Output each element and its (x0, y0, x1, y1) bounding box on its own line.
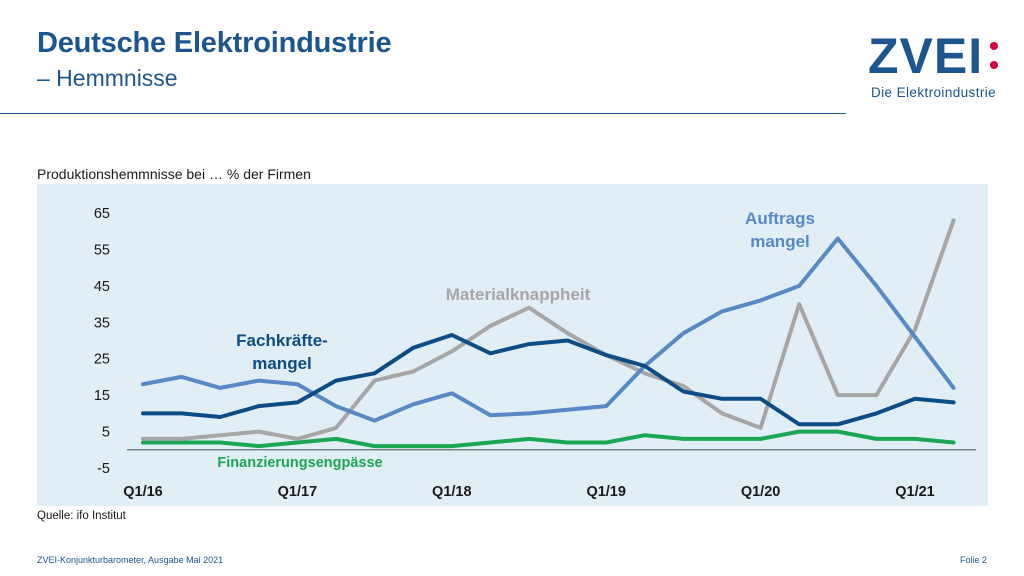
logo-wordmark: ZVEI (868, 28, 984, 84)
zvei-logo: ZVEI Die Elektroindustrie (868, 30, 1008, 102)
series-label: Materialknappheit (446, 285, 591, 304)
page-subtitle: – Hemmnisse (37, 65, 178, 91)
series-line (141, 236, 956, 423)
chart-plot-area (37, 184, 988, 506)
footer-publication: ZVEI-Konjunkturbarometer, Ausgabe Mai 20… (37, 555, 224, 565)
header-divider (0, 113, 846, 114)
series-label: Fachkräfte-mangel (236, 331, 328, 373)
x-tick-label: Q1/16 (123, 484, 163, 500)
y-tick-label: 35 (94, 315, 110, 331)
y-tick-label: 45 (94, 279, 110, 295)
x-tick-label: Q1/20 (741, 484, 781, 500)
x-tick-label: Q1/18 (432, 484, 472, 500)
x-tick-label: Q1/19 (586, 484, 626, 500)
logo-colon-mark (990, 42, 998, 80)
series-line (141, 218, 956, 441)
y-tick-label: 5 (102, 425, 110, 441)
logo-tagline: Die Elektroindustrie (871, 85, 997, 100)
source-note: Quelle: ifo Institut (37, 510, 126, 522)
x-tick-label: Q1/17 (278, 484, 318, 500)
chart-title: Produktionshemmnisse bei … % der Firmen (37, 166, 311, 182)
y-tick-label: 65 (94, 206, 110, 222)
page-title: Deutsche Elektroindustrie (37, 27, 392, 59)
y-tick-label: 15 (94, 388, 110, 404)
y-tick-label: -5 (97, 461, 110, 477)
series-line (141, 429, 956, 449)
footer-slide-number: Folie 2 (959, 555, 987, 565)
y-tick-label: 25 (94, 352, 110, 368)
series-label: Finanzierungsengpässe (217, 455, 382, 471)
series-line (141, 333, 956, 427)
y-tick-label: 55 (94, 242, 110, 258)
series-label: Auftrags mangel (745, 209, 815, 251)
x-tick-label: Q1/21 (895, 484, 935, 500)
